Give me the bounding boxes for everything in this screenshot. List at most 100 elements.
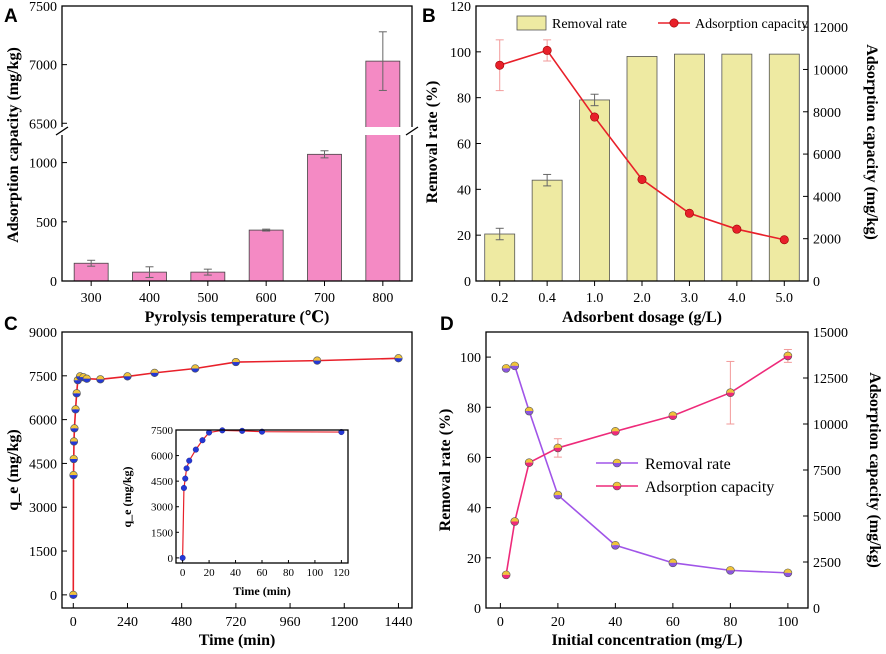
y-axis-title-right: Adsorption capacity (mg/kg) bbox=[863, 44, 880, 240]
point-removal-bottom bbox=[668, 562, 677, 567]
ytick-left-label: 80 bbox=[467, 401, 481, 416]
point-removal-bottom bbox=[726, 570, 735, 575]
kinetics-point-bottom bbox=[123, 376, 132, 381]
inset-point bbox=[192, 446, 199, 453]
kinetics-point-top bbox=[71, 405, 80, 410]
ytick-left-label: 60 bbox=[467, 451, 481, 466]
inset-background bbox=[176, 430, 348, 563]
kinetics-point-outline bbox=[82, 374, 91, 383]
legend-removal-marker-bottom bbox=[613, 463, 621, 467]
kinetics-point-top bbox=[394, 354, 403, 359]
point-removal-top bbox=[525, 407, 534, 412]
kinetics-point-bottom bbox=[191, 368, 200, 373]
point-capacity-top bbox=[502, 570, 511, 575]
point-removal-top bbox=[510, 361, 519, 366]
xtick-label: 100 bbox=[777, 615, 798, 630]
point-capacity-top bbox=[510, 517, 519, 522]
inset-xtick-label: 0 bbox=[180, 567, 186, 579]
ytick-label: 0 bbox=[50, 589, 57, 604]
xtick-label: 60 bbox=[666, 615, 680, 630]
inset-xtick-label: 100 bbox=[307, 567, 324, 579]
xtick-label: 500 bbox=[197, 291, 218, 306]
kinetics-point-bottom bbox=[74, 380, 82, 384]
xtick-label: 40 bbox=[608, 615, 622, 630]
bar-removal-5.0 bbox=[768, 53, 800, 282]
line-removal-rate bbox=[505, 364, 788, 574]
xtick-label: 5.0 bbox=[776, 291, 794, 306]
bar-700 bbox=[307, 153, 342, 282]
ytick-left-label: 120 bbox=[450, 0, 471, 15]
ytick-right-label: 10000 bbox=[813, 418, 848, 433]
y-axis-title: q_e (mg/kg) bbox=[5, 429, 22, 510]
point-removal-bottom bbox=[783, 572, 792, 577]
point-removal-bottom bbox=[553, 495, 562, 500]
inset-point bbox=[182, 475, 189, 482]
point-capacity-outline bbox=[553, 443, 563, 453]
ytick-label: 7000 bbox=[29, 59, 57, 74]
kinetics-point-bottom bbox=[394, 358, 403, 363]
xtick-label: 480 bbox=[171, 615, 192, 630]
line-adsorption-capacity bbox=[505, 355, 789, 576]
point-removal-bottom bbox=[525, 411, 534, 416]
inset-ytick-label: 1500 bbox=[151, 527, 174, 539]
ytick-left-label: 20 bbox=[457, 229, 471, 244]
xtick-label: 300 bbox=[81, 291, 102, 306]
xtick-label: 700 bbox=[314, 291, 335, 306]
inset-xtick-label: 20 bbox=[204, 567, 216, 579]
ytick-right-label: 0 bbox=[813, 275, 820, 290]
kinetics-point-top bbox=[72, 389, 81, 394]
point-removal-bottom bbox=[502, 368, 511, 373]
xtick-label: 400 bbox=[139, 291, 160, 306]
inset-xtick-label: 60 bbox=[257, 567, 269, 579]
kinetics-point-bottom bbox=[71, 409, 80, 414]
point-capacity-top bbox=[783, 351, 792, 356]
ytick-left-label: 100 bbox=[460, 351, 481, 366]
y-axis-title-left: Removal rate (%) bbox=[424, 81, 441, 204]
kinetics-point-top bbox=[70, 437, 78, 442]
ytick-right-label: 6000 bbox=[813, 148, 841, 163]
bar-removal-2.0 bbox=[626, 56, 658, 282]
kinetics-point-top bbox=[96, 375, 105, 380]
point-capacity-bottom bbox=[726, 392, 735, 397]
point-removal-top bbox=[668, 558, 677, 563]
point-capacity-bottom bbox=[668, 415, 677, 420]
point-capacity-outline bbox=[611, 427, 620, 436]
inset-xtick-label: 80 bbox=[283, 567, 295, 579]
ytick-label: 500 bbox=[36, 216, 57, 231]
legend-capacity-label: Adsorption capacity bbox=[695, 17, 808, 32]
ytick-label: 7500 bbox=[29, 370, 57, 385]
xtick-label: 240 bbox=[117, 615, 138, 630]
kinetics-point-bottom bbox=[69, 459, 78, 463]
axis-break-gap-mask bbox=[58, 127, 416, 135]
xtick-label: 800 bbox=[372, 291, 393, 306]
xtick-label: 0.4 bbox=[538, 291, 556, 306]
legend-capacity-marker-top bbox=[613, 482, 621, 486]
kinetics-point-outline bbox=[69, 471, 78, 480]
ytick-left-label: 0 bbox=[474, 602, 481, 617]
point-capacity-outline bbox=[501, 570, 511, 580]
xtick-label: 0 bbox=[497, 615, 504, 630]
ytick-left-label: 100 bbox=[450, 46, 471, 61]
inset-xtick-label: 120 bbox=[333, 567, 350, 579]
inset-point bbox=[180, 484, 187, 491]
kinetics-point-outline bbox=[231, 357, 240, 367]
kinetics-point-top bbox=[313, 356, 321, 361]
y-axis-title-right: Adsorption capacity (mg/kg) bbox=[866, 372, 883, 568]
ytick-left-label: 0 bbox=[464, 275, 471, 290]
ytick-right-label: 10000 bbox=[813, 63, 848, 78]
ytick-label: 7500 bbox=[29, 0, 57, 15]
point-removal-bottom bbox=[510, 365, 519, 370]
ytick-right-label: 12500 bbox=[813, 372, 848, 387]
inset-ytick-label: 3000 bbox=[151, 502, 174, 514]
ytick-right-label: 15000 bbox=[813, 326, 848, 341]
bar-800 bbox=[365, 60, 401, 282]
point-removal-top bbox=[726, 566, 735, 571]
point-removal-outline bbox=[668, 558, 678, 568]
inset-point bbox=[183, 465, 190, 472]
kinetics-point-bottom bbox=[72, 393, 81, 398]
point-removal-top bbox=[783, 568, 792, 573]
legend-capacity-marker-outline bbox=[612, 481, 622, 491]
kinetics-point-bottom bbox=[69, 594, 78, 599]
ytick-right-label: 2500 bbox=[813, 556, 841, 571]
